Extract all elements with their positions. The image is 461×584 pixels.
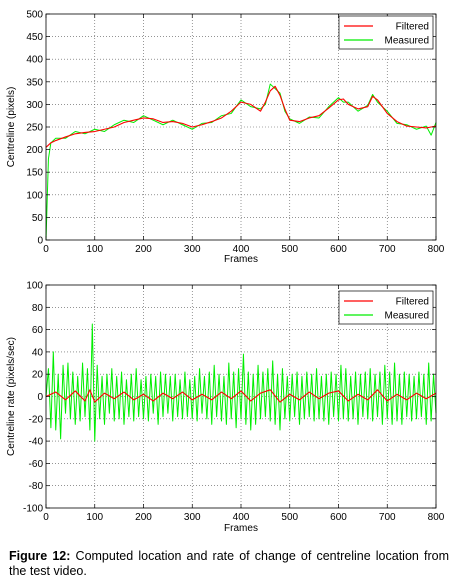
legend-label-measured: Measured [385,311,429,322]
legend-label-filtered: Filtered [396,22,429,33]
x-tick-label: 100 [86,244,103,255]
y-tick-label: -40 [29,437,44,448]
y-tick-label: 0 [37,392,43,403]
y-tick-label: 150 [26,168,43,179]
y-tick-label: 400 [26,55,43,66]
x-tick-label: 0 [43,244,49,255]
x-tick-label: 400 [233,244,250,255]
legend-box [338,15,434,50]
x-tick-label: 600 [330,244,347,255]
x-tick-label: 700 [379,512,396,523]
y-tick-label: 40 [32,347,44,358]
y-tick-label: 50 [32,213,44,224]
x-tick-label: 300 [184,244,201,255]
location-chart: 0 100 200 300 400 500 600 700 800 0 50 100 150 200 250… [6,10,445,266]
legend-label-filtered: Filtered [396,297,429,308]
legend: Filtered Measured [338,15,434,50]
y-tick-label: 100 [26,190,43,201]
x-tick-label: 800 [428,244,445,255]
x-tick-label: 500 [281,244,298,255]
x-tick-label: 500 [281,512,298,523]
series-measured-line [45,83,437,241]
caption-text: Computed location and rate of change of … [9,549,449,578]
legend-box [338,290,434,325]
x-tick-label: 300 [184,512,201,523]
y-axis-label: Centreline rate (pixels/sec) [6,337,17,456]
y-tick-label: -80 [29,481,44,492]
y-tick-label: 80 [32,303,44,314]
x-axis-label: Frames [224,254,258,265]
x-axis-label: Frames [224,523,258,534]
y-tick-label: 450 [26,32,43,43]
legend: Filtered Measured [338,290,434,325]
y-tick-label: 500 [26,10,43,21]
y-axis-label: Centreline (pixels) [6,87,17,168]
x-tick-label: 600 [330,512,347,523]
x-tick-label: 0 [43,512,49,523]
y-tick-label: -20 [29,414,44,425]
x-tick-label: 800 [428,512,445,523]
y-tick-label: 100 [26,281,43,292]
y-tick-label: 200 [26,145,43,156]
y-tick-label: 350 [26,77,43,88]
y-tick-label: -60 [29,459,44,470]
y-tick-label: -100 [23,504,43,515]
y-tick-label: 300 [26,100,43,111]
y-tick-label: 0 [37,236,43,247]
x-tick-label: 100 [86,512,103,523]
y-tick-label: 250 [26,123,43,134]
x-tick-label: 400 [233,512,250,523]
y-tick-label: 20 [32,370,44,381]
rate-chart: 0 100 200 300 400 500 600 700 800-100-80-60-40-2… [6,281,445,535]
x-tick-label: 700 [379,244,396,255]
y-tick-label: 60 [32,325,44,336]
series-filtered-line [45,389,437,403]
legend-label-measured: Measured [385,36,429,47]
series-filtered-line [45,85,437,148]
figure-caption: Figure 12: Computed location and rate of… [9,549,449,579]
x-tick-label: 200 [135,244,152,255]
series-measured-line [45,323,437,442]
x-tick-label: 200 [135,512,152,523]
caption-label: Figure 12: [9,549,71,563]
